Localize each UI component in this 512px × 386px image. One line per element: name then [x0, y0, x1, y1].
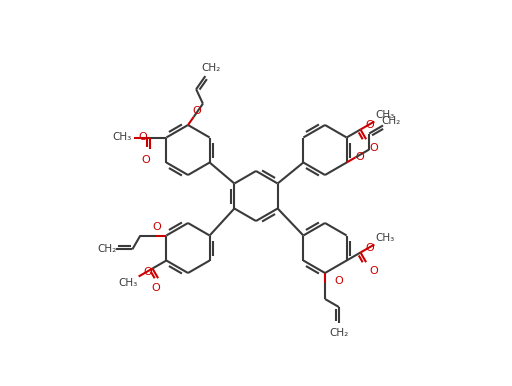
Text: O: O — [152, 222, 161, 232]
Text: O: O — [366, 243, 374, 253]
Text: O: O — [138, 132, 147, 142]
Text: CH₃: CH₃ — [112, 132, 131, 142]
Text: O: O — [144, 267, 153, 277]
Text: CH₂: CH₂ — [329, 328, 349, 338]
Text: O: O — [193, 106, 201, 116]
Text: O: O — [366, 120, 374, 130]
Text: CH₂: CH₂ — [97, 244, 116, 254]
Text: O: O — [152, 283, 160, 293]
Text: CH₃: CH₃ — [376, 110, 395, 120]
Text: CH₃: CH₃ — [376, 233, 395, 243]
Text: O: O — [335, 276, 344, 286]
Text: O: O — [370, 266, 378, 276]
Text: O: O — [141, 155, 150, 165]
Text: CH₃: CH₃ — [118, 278, 137, 288]
Text: CH₂: CH₂ — [201, 63, 221, 73]
Text: CH₂: CH₂ — [382, 116, 401, 126]
Text: O: O — [355, 152, 364, 163]
Text: O: O — [370, 143, 378, 153]
